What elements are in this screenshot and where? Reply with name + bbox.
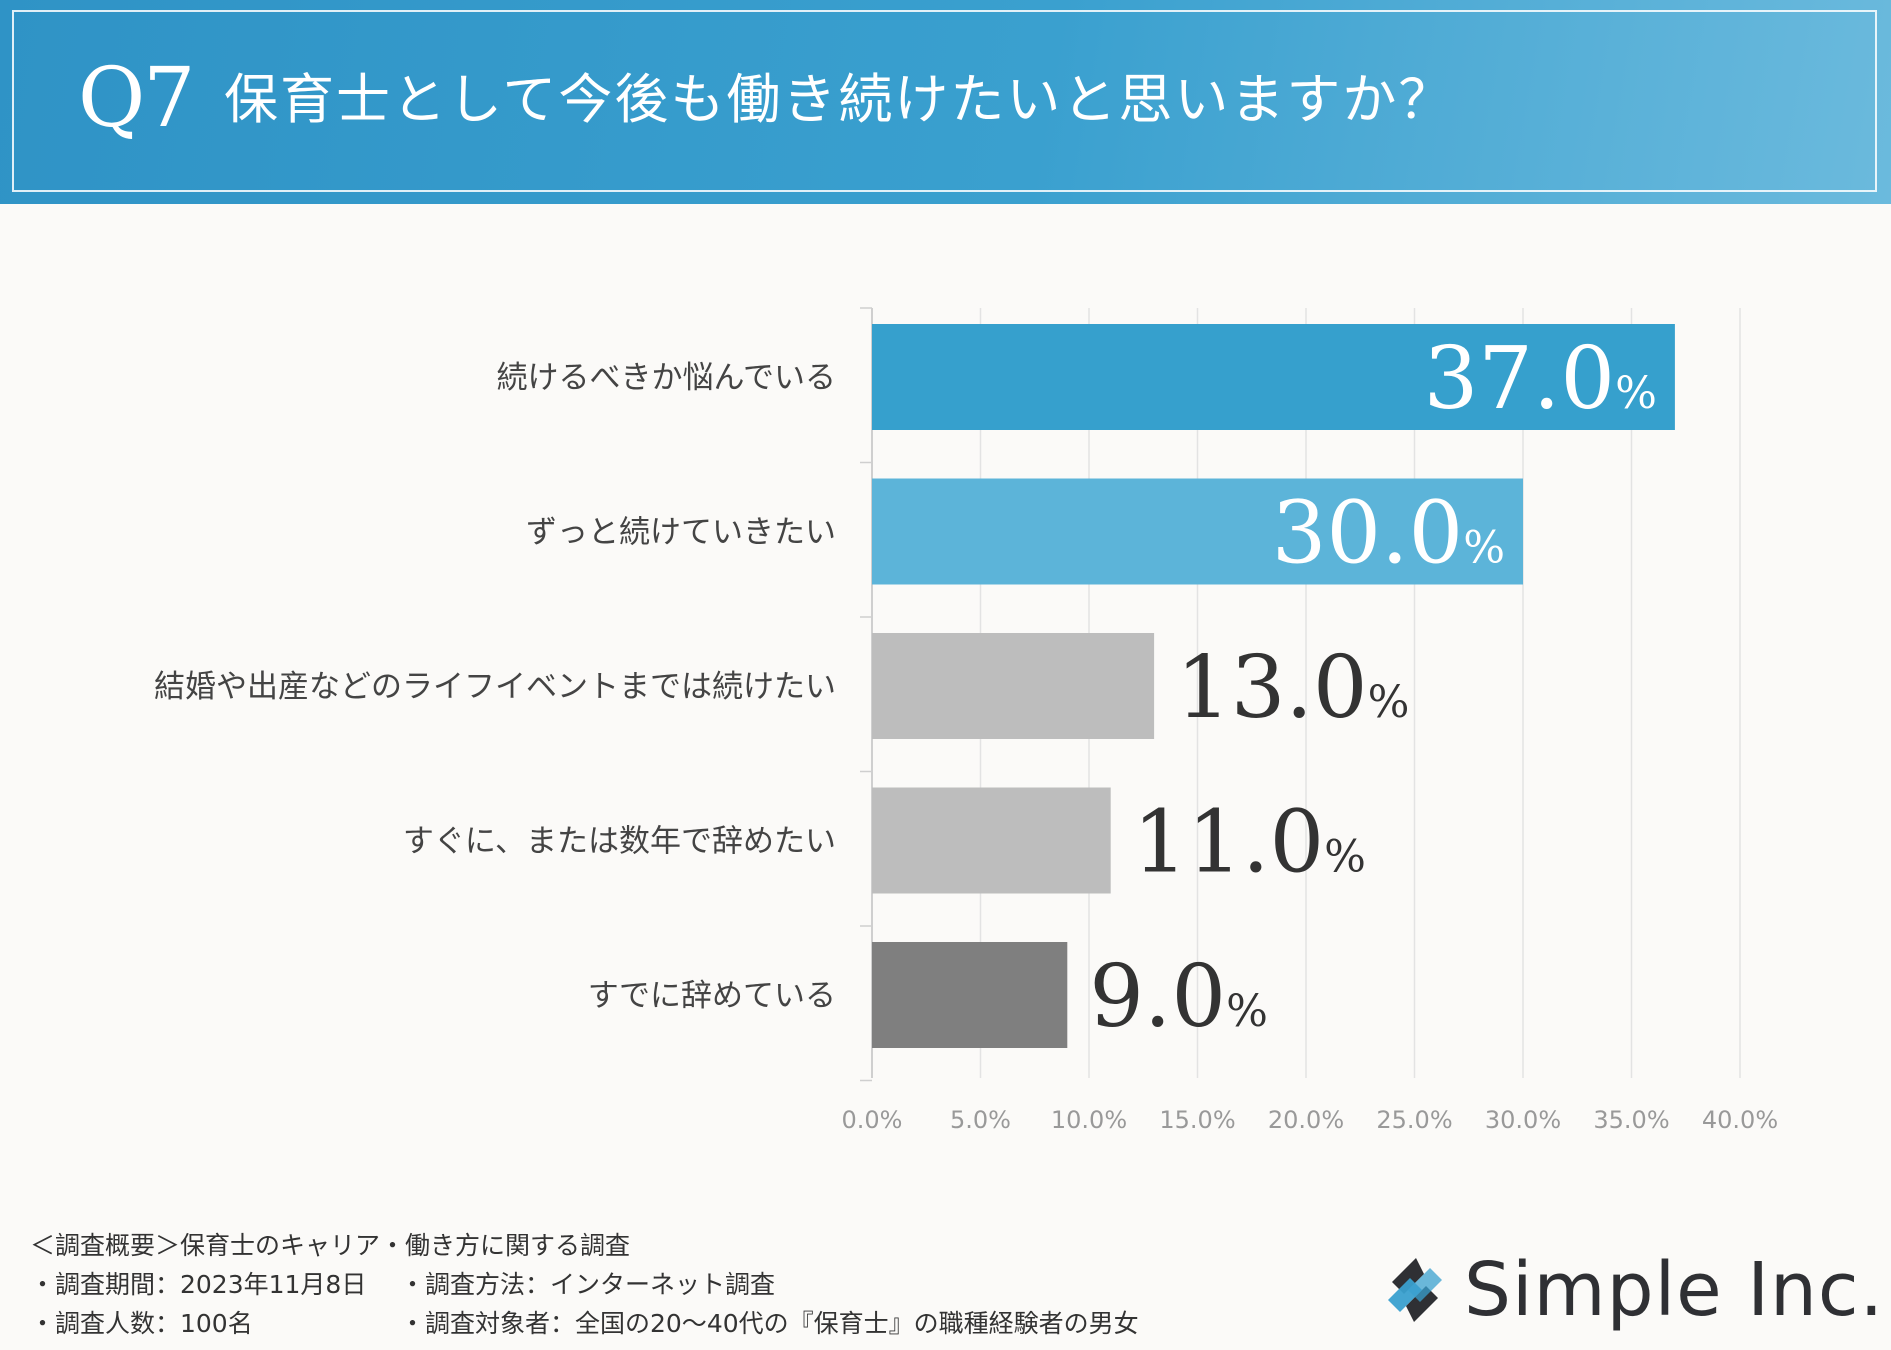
- bar: [872, 787, 1111, 894]
- x-tick-label: 35.0%: [1593, 1106, 1669, 1134]
- data-label: 37.0%: [1424, 329, 1657, 429]
- question-number: Q7: [78, 51, 195, 146]
- survey-period: ・調査期間：2023年11月8日: [30, 1270, 367, 1299]
- bar: [872, 324, 1675, 430]
- bar: [872, 478, 1523, 585]
- category-label: すでに辞めている: [588, 978, 836, 1014]
- survey-target: ・調査対象者：全国の20〜40代の『保育士』の職種経験者の男女: [400, 1309, 1139, 1338]
- category-label: 結婚や出産などのライフイベントまでは続けたい: [154, 669, 836, 705]
- x-tick-label: 0.0%: [842, 1106, 903, 1134]
- brand-name: Simple Inc.: [1464, 1247, 1885, 1333]
- header-frame: [12, 10, 1877, 192]
- data-label: 13.0%: [1176, 638, 1409, 738]
- bar: [872, 942, 1068, 1048]
- survey-count: ・調査人数：100名: [30, 1309, 253, 1338]
- data-label: 11.0%: [1133, 793, 1366, 893]
- x-tick-label: 10.0%: [1051, 1106, 1127, 1134]
- category-label: ずっと続けていきたい: [526, 515, 836, 551]
- x-tick-label: 15.0%: [1159, 1106, 1235, 1134]
- x-tick-label: 40.0%: [1702, 1106, 1778, 1134]
- x-tick-label: 20.0%: [1268, 1106, 1344, 1134]
- survey-overview: ＜調査概要＞保育士のキャリア・働き方に関する調査: [30, 1231, 631, 1260]
- bar-chart: 0.0% 5.0% 10.0% 15.0% 20.0% 25.0% 30.0% 35.0% 40…: [154, 307, 1778, 1134]
- bar: [872, 633, 1155, 739]
- x-tick-label: 30.0%: [1485, 1106, 1561, 1134]
- survey-method: ・調査方法：インターネット調査: [400, 1270, 776, 1299]
- category-label: 続けるべきか悩んでいる: [497, 360, 836, 396]
- brand-logo: Simple Inc.: [1380, 1245, 1884, 1335]
- x-tick-label: 5.0%: [950, 1106, 1011, 1134]
- header-banner: Q7 保育士として今後も働き続けたいと思いますか？: [0, 0, 1891, 204]
- x-tick-label: 25.0%: [1376, 1106, 1452, 1134]
- data-label: 30.0%: [1272, 484, 1505, 584]
- category-label: すぐに、または数年で辞めたい: [403, 824, 836, 860]
- question-title: 保育士として今後も働き続けたいと思いますか？: [224, 68, 1455, 131]
- data-label: 9.0%: [1089, 947, 1268, 1047]
- simple-logo-icon: [1388, 1258, 1442, 1322]
